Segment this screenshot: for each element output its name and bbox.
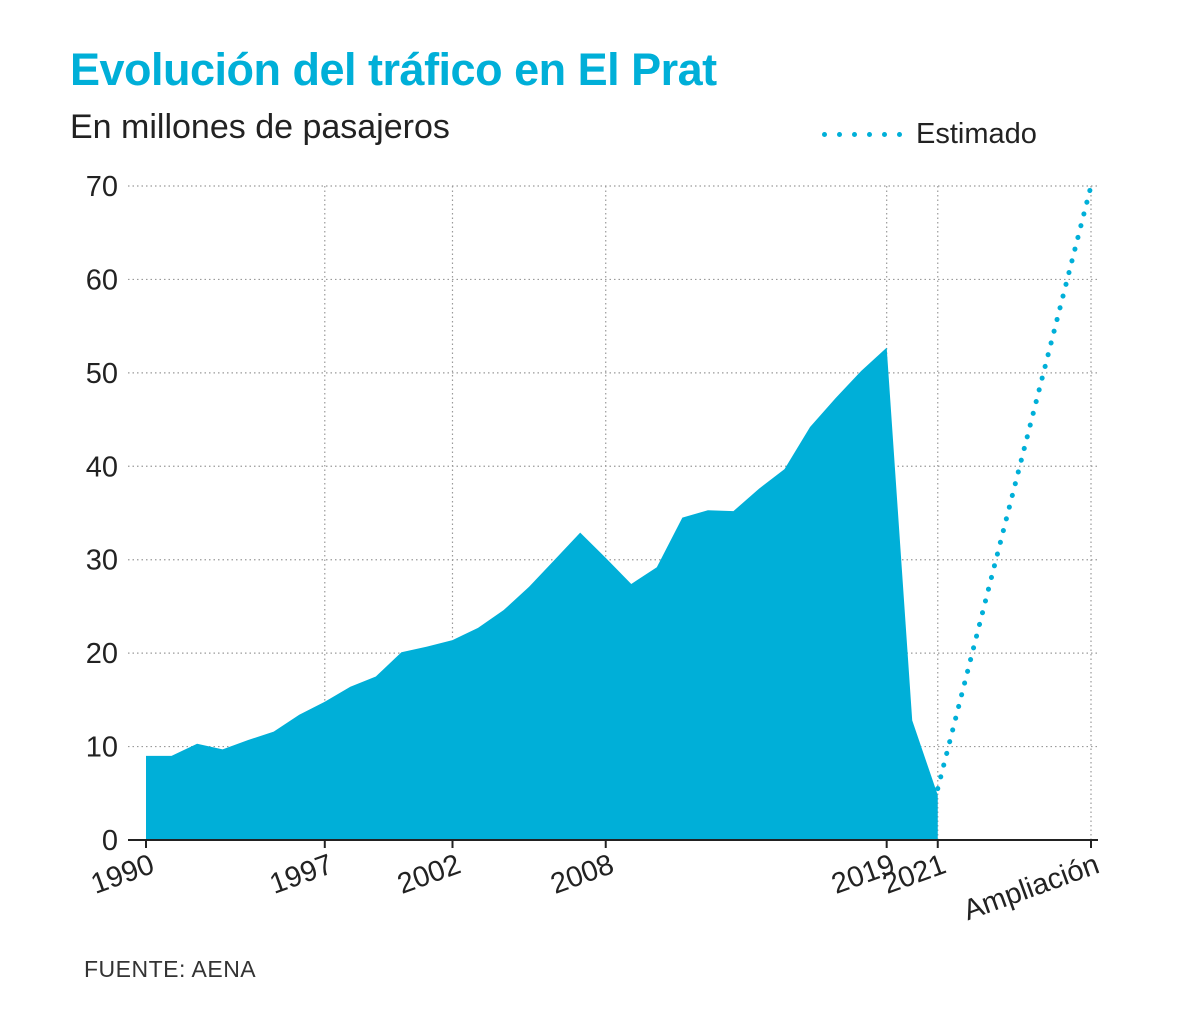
y-tick-label: 50 bbox=[86, 358, 118, 390]
area-series bbox=[146, 347, 938, 840]
legend-label-estimated: Estimado bbox=[916, 118, 1037, 150]
y-tick-label: 30 bbox=[86, 545, 118, 577]
x-tick-label: 1990 bbox=[87, 849, 159, 901]
y-tick-label: 60 bbox=[86, 264, 118, 296]
chart-title: Evolución del tráfico en El Prat bbox=[70, 44, 717, 95]
y-tick-label: 20 bbox=[86, 638, 118, 670]
x-tick-label: 1997 bbox=[266, 849, 338, 901]
source-note: FUENTE: AENA bbox=[84, 956, 257, 982]
legend-dotted-line-icon bbox=[822, 132, 902, 137]
y-tick-label: 10 bbox=[86, 732, 118, 764]
estimated-line bbox=[935, 183, 1094, 792]
x-tick-label: Ampliación bbox=[959, 849, 1103, 928]
y-tick-label: 70 bbox=[86, 171, 118, 203]
legend: Estimado bbox=[822, 118, 1037, 151]
x-tick-label: 2008 bbox=[547, 849, 619, 901]
chart-subtitle: En millones de pasajeros bbox=[70, 108, 450, 146]
y-tick-label: 40 bbox=[86, 451, 118, 483]
y-tick-label: 0 bbox=[102, 825, 118, 857]
x-tick-label: 2002 bbox=[393, 849, 465, 901]
